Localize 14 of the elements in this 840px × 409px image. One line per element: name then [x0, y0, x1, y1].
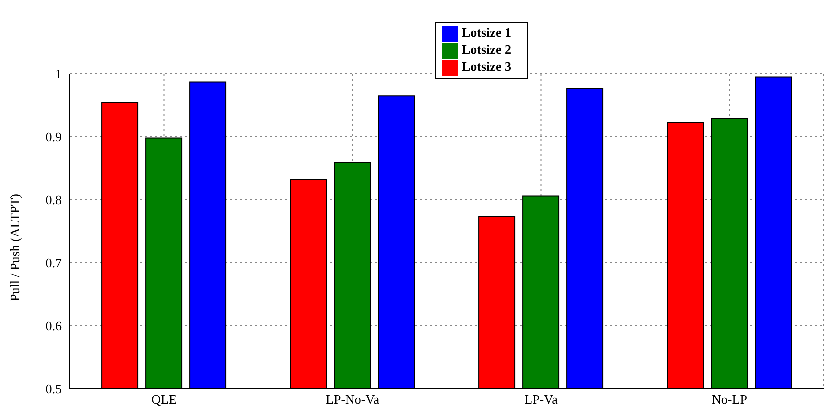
legend-label: Lotsize 3 [462, 59, 512, 74]
y-tick-label: 0.9 [46, 130, 62, 145]
y-axis-title: Pull / Push (ALTPT) [8, 194, 23, 302]
y-tick-label: 0.6 [46, 318, 62, 334]
x-tick-label: LP-Va [524, 392, 558, 408]
y-tick-label: 1 [56, 66, 62, 82]
x-tick-label: No-LP [712, 392, 748, 408]
y-tick-label: 0.7 [46, 256, 62, 271]
legend-label: Lotsize 1 [462, 25, 512, 40]
x-tick-label: QLE [152, 392, 177, 408]
legend-label: Lotsize 2 [462, 42, 512, 58]
y-tick-label: 0.8 [46, 192, 62, 208]
x-tick-label: LP-No-Va [326, 392, 380, 408]
y-tick-label: 0.5 [46, 382, 62, 397]
